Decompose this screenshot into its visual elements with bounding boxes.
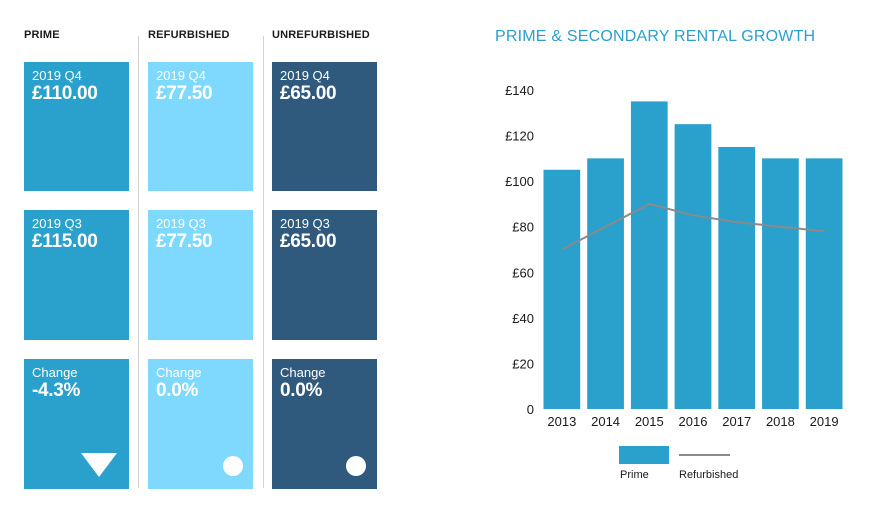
y-tick-label: £60 [512, 265, 534, 280]
prime-q3-tile: 2019 Q3 £115.00 [24, 210, 129, 340]
tile-label: 2019 Q4 [32, 68, 82, 83]
column-header-prime: PRIME [24, 29, 60, 41]
unrefurbished-q4-tile: 2019 Q4 £65.00 [272, 62, 377, 191]
column-header-refurbished: REFURBISHED [148, 29, 230, 41]
rental-growth-chart: 0 £20 £40 £60 £80 £100 £120 £140 2013 2014 2015 201… [505, 83, 843, 481]
x-tick-label: 2013 [547, 414, 576, 429]
tile-label: Change [32, 365, 78, 380]
tile-value: £65.00 [280, 231, 337, 252]
x-tick-label: 2014 [591, 414, 620, 429]
tile-value: 0.0% [156, 380, 199, 401]
bar-2019 [805, 158, 843, 409]
tile-value: -4.3% [32, 380, 81, 401]
unrefurbished-q3-tile: 2019 Q3 £65.00 [272, 210, 377, 340]
tile-value: 0.0% [280, 380, 323, 401]
legend-swatch-prime [619, 446, 669, 464]
legend-label-refurbished: Refurbished [679, 469, 738, 481]
tile-value: £65.00 [280, 83, 337, 104]
x-tick-label: 2019 [810, 414, 839, 429]
bar-2015 [630, 101, 668, 409]
bar-2017 [718, 146, 756, 409]
tile-label: 2019 Q3 [156, 216, 206, 231]
x-tick-label: 2015 [635, 414, 664, 429]
chart-title: PRIME & SECONDARY RENTAL GROWTH [495, 28, 816, 45]
y-tick-label: £120 [505, 129, 534, 144]
column-divider [263, 36, 264, 488]
y-tick-label: £100 [505, 174, 534, 189]
tile-value: £110.00 [32, 83, 98, 104]
tile-label: 2019 Q4 [280, 68, 330, 83]
refurbished-q4-tile: 2019 Q4 £77.50 [148, 62, 253, 191]
circle-icon [346, 456, 366, 476]
bar-2018 [762, 158, 799, 409]
circle-icon [223, 456, 243, 476]
column-header-unrefurbished: UNREFURBISHED [272, 29, 370, 41]
y-tick-label: £80 [512, 220, 534, 235]
legend-label-prime: Prime [620, 469, 649, 481]
x-tick-label: 2018 [766, 414, 795, 429]
tile-value: £77.50 [156, 83, 213, 104]
y-tick-label: £40 [512, 311, 534, 326]
refurbished-q3-tile: 2019 Q3 £77.50 [148, 210, 253, 340]
bar-2014 [587, 158, 624, 409]
x-tick-label: 2017 [722, 414, 751, 429]
y-tick-label: 0 [527, 402, 534, 417]
prime-change-tile: Change -4.3% [24, 359, 129, 489]
refurbished-change-tile: Change 0.0% [148, 359, 253, 489]
tile-label: Change [280, 365, 326, 380]
tile-value: £77.50 [156, 231, 213, 252]
tile-label: 2019 Q4 [156, 68, 206, 83]
down-triangle-icon [81, 453, 117, 477]
bar-2016 [674, 124, 712, 409]
x-tick-label: 2016 [679, 414, 708, 429]
tile-value: £115.00 [32, 231, 98, 252]
tile-label: 2019 Q3 [32, 216, 82, 231]
y-tick-label: £140 [505, 83, 534, 98]
bar-2013 [543, 169, 581, 409]
column-divider [138, 36, 139, 488]
tile-label: Change [156, 365, 202, 380]
refurbished-line [561, 202, 825, 251]
y-tick-label: £20 [512, 356, 534, 371]
unrefurbished-change-tile: Change 0.0% [272, 359, 377, 489]
prime-q4-tile: 2019 Q4 £110.00 [24, 62, 129, 191]
tile-label: 2019 Q3 [280, 216, 330, 231]
